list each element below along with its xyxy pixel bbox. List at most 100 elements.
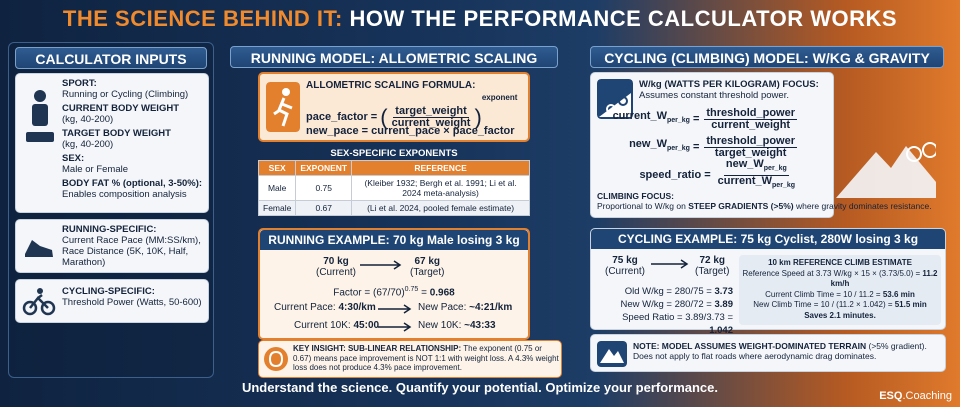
- decoration: [378, 322, 412, 332]
- insight-title: KEY INSIGHT: SUB-LINEAR RELATIONSHIP:: [293, 344, 462, 353]
- decoration: [606, 104, 616, 114]
- new-pace-value: ~4:21/km: [469, 302, 513, 313]
- decoration: CLIMBING FOCUS: Proportional to W/kg on S…: [597, 191, 960, 211]
- ref-speed-label: Reference Speed at 3.73 W/kg × 15 × (3.7…: [742, 268, 923, 278]
- decoration: New W/kg = 280/72 = 3.89: [599, 298, 734, 311]
- note-title: NOTE: MODEL ASSUMES WEIGHT-DOMINATED TER…: [633, 341, 867, 351]
- saves: Saves 2.1 minutes.: [804, 310, 876, 320]
- running-model-panel: RUNNING MODEL: ALLOMETRIC SCALING ALLOME…: [224, 42, 564, 378]
- current-time: 53.6 min: [882, 289, 915, 299]
- decoration: [29, 294, 49, 309]
- input-field: CURRENT BODY WEIGHT (kg, 40-200): [62, 103, 206, 125]
- decoration: [922, 142, 936, 158]
- decoration: RUNNING-SPECIFIC: Current Race Pace (MM:S…: [62, 224, 206, 268]
- new-tenk-label: New 10K:: [418, 320, 465, 331]
- pace-label: Current Pace:: [274, 302, 339, 313]
- decoration: [618, 96, 628, 106]
- field-label: CURRENT BODY WEIGHT: [62, 103, 179, 114]
- table-cell: (Li et al. 2024, pooled female estimate): [351, 200, 530, 216]
- field-label: SPORT:: [62, 78, 97, 89]
- new-wkg-label: New W/kg = 280/72 =: [620, 299, 715, 310]
- target-caption: (Target): [695, 266, 730, 277]
- climb-title: 10 km REFERENCE CLIMB ESTIMATE: [768, 258, 912, 267]
- term: new_W: [725, 158, 764, 171]
- current-time-label: Current Climb Time = 10 / 11.2 =: [765, 289, 883, 299]
- numerator: new_Wper_kg: [723, 158, 789, 176]
- cycling-formula: new_Wper_kg = threshold_power target_weight: [599, 133, 799, 161]
- decoration: 67 kg (Target): [410, 256, 444, 278]
- running-example-card: RUNNING EXAMPLE: 70 kg Male losing 3 kg …: [258, 228, 530, 340]
- arrow: [378, 304, 412, 314]
- field-detail: (kg, 40-200): [62, 139, 114, 150]
- new-tenk-value: ~43:33: [464, 320, 496, 331]
- decoration: Speed Ratio = 3.89/3.73 = 1.042: [599, 311, 733, 337]
- decoration: [282, 88, 290, 96]
- climb-icon: [597, 79, 633, 119]
- term: current_W: [612, 110, 667, 123]
- decoration: New 10K: ~43:33: [418, 320, 496, 331]
- decoration: Reference Speed at 3.73 W/kg × 15 × (3.7…: [739, 269, 941, 290]
- field-label: BODY FAT % (optional, 3-50%):: [62, 178, 203, 189]
- column-header: EXPONENT: [295, 160, 353, 176]
- field-detail: Enables composition analysis: [62, 189, 187, 200]
- column-header: SEX: [257, 160, 297, 176]
- title-highlight: THE SCIENCE BEHIND IT:: [62, 6, 343, 31]
- fraction: threshold_power current_weight: [704, 107, 797, 131]
- decoration: CYCLING-SPECIFIC: Threshold Power (Watts,…: [62, 286, 206, 308]
- decoration: Old W/kg = 280/75 = 3.73 New W/kg = 280/…: [599, 285, 734, 337]
- decoration: [264, 347, 288, 371]
- factor-label: Factor = (67/70): [333, 287, 405, 299]
- subscript: per_kg: [772, 181, 795, 189]
- target-weight: 67 kg: [414, 256, 441, 267]
- cycling-model-panel: CYCLING (CLIMBING) MODEL: W/KG & GRAVITY…: [580, 42, 954, 378]
- decoration: Current 10K: 45:00: [294, 320, 379, 331]
- field-detail: Running or Cycling (Climbing): [62, 89, 189, 100]
- table-cell: Female: [257, 200, 297, 216]
- decoration: pace_factor = (target_weight current_weig…: [306, 92, 517, 129]
- cycling-formula: speed_ratio = new_Wper_kg current_Wper_kg: [599, 158, 799, 189]
- brand-suffix: .Coaching: [902, 390, 952, 402]
- decoration: [360, 260, 402, 270]
- formula-new-pace: new_pace = current_pace × pace_factor: [306, 125, 515, 137]
- wkg-title: W/kg (WATTS PER KILOGRAM) FOCUS:: [639, 79, 819, 90]
- input-field: BODY FAT % (optional, 3-50%): Enables com…: [62, 178, 206, 200]
- note-text: (>5% gradient). Does not apply to flat r…: [633, 341, 927, 361]
- running-card: RUNNING-SPECIFIC: Current Race Pace (MM:S…: [15, 219, 209, 273]
- brain-icon: [264, 347, 288, 371]
- column-header: REFERENCE: [351, 160, 530, 176]
- decoration: NOTE: MODEL ASSUMES WEIGHT-DOMINATED TER…: [633, 341, 941, 361]
- decoration: [836, 146, 936, 198]
- running-example-heading: RUNNING EXAMPLE: 70 kg Male losing 3 kg: [260, 230, 528, 250]
- decoration: Old W/kg = 280/75 = 3.73: [599, 285, 733, 298]
- target-weight: 72 kg: [699, 255, 726, 266]
- term: new_W: [629, 138, 667, 151]
- input-field: SEX: Male or Female: [62, 153, 206, 175]
- inputs-panel: CALCULATOR INPUTS SPORT: Running or Cycli…: [8, 42, 214, 378]
- running-label: RUNNING-SPECIFIC:: [62, 224, 157, 235]
- bike-icon: [22, 288, 56, 316]
- denominator: target_weight: [714, 146, 787, 159]
- note-card: NOTE: MODEL ASSUMES WEIGHT-DOMINATED TER…: [590, 334, 946, 372]
- decoration: [269, 350, 284, 368]
- current-caption: (Current): [316, 267, 357, 278]
- ref-speed: 11.2 km/h: [830, 268, 938, 289]
- factor-value: 0.968: [429, 287, 455, 299]
- numerator: threshold_power: [704, 134, 797, 148]
- subscript: per_kg: [666, 145, 690, 153]
- fraction: threshold_power target_weight: [704, 134, 797, 159]
- factor-eq: =: [418, 287, 430, 299]
- running-detail: Current Race Pace (MM:SS/km), Race Dista…: [62, 235, 201, 268]
- pace-value: 4:30/km: [338, 302, 376, 313]
- cycling-formulas: current_W per_kg = threshold_power current_w…: [599, 105, 831, 189]
- equals: =: [692, 112, 700, 125]
- table-cell: (Kleiber 1932; Bergh et al. 1991; Li et …: [351, 175, 530, 201]
- tenk-value: 45:00: [353, 320, 380, 331]
- decoration: [40, 300, 56, 316]
- old-wkg: 3.73: [714, 286, 734, 297]
- wkg-subtitle: Assumes constant threshold power.: [639, 90, 789, 101]
- title: THE SCIENCE BEHIND IT: HOW THE PERFORMAN…: [0, 6, 960, 32]
- decoration: [37, 288, 43, 294]
- new-pace-label: New Pace:: [418, 302, 470, 313]
- decoration: [378, 304, 412, 314]
- decoration: [32, 104, 48, 126]
